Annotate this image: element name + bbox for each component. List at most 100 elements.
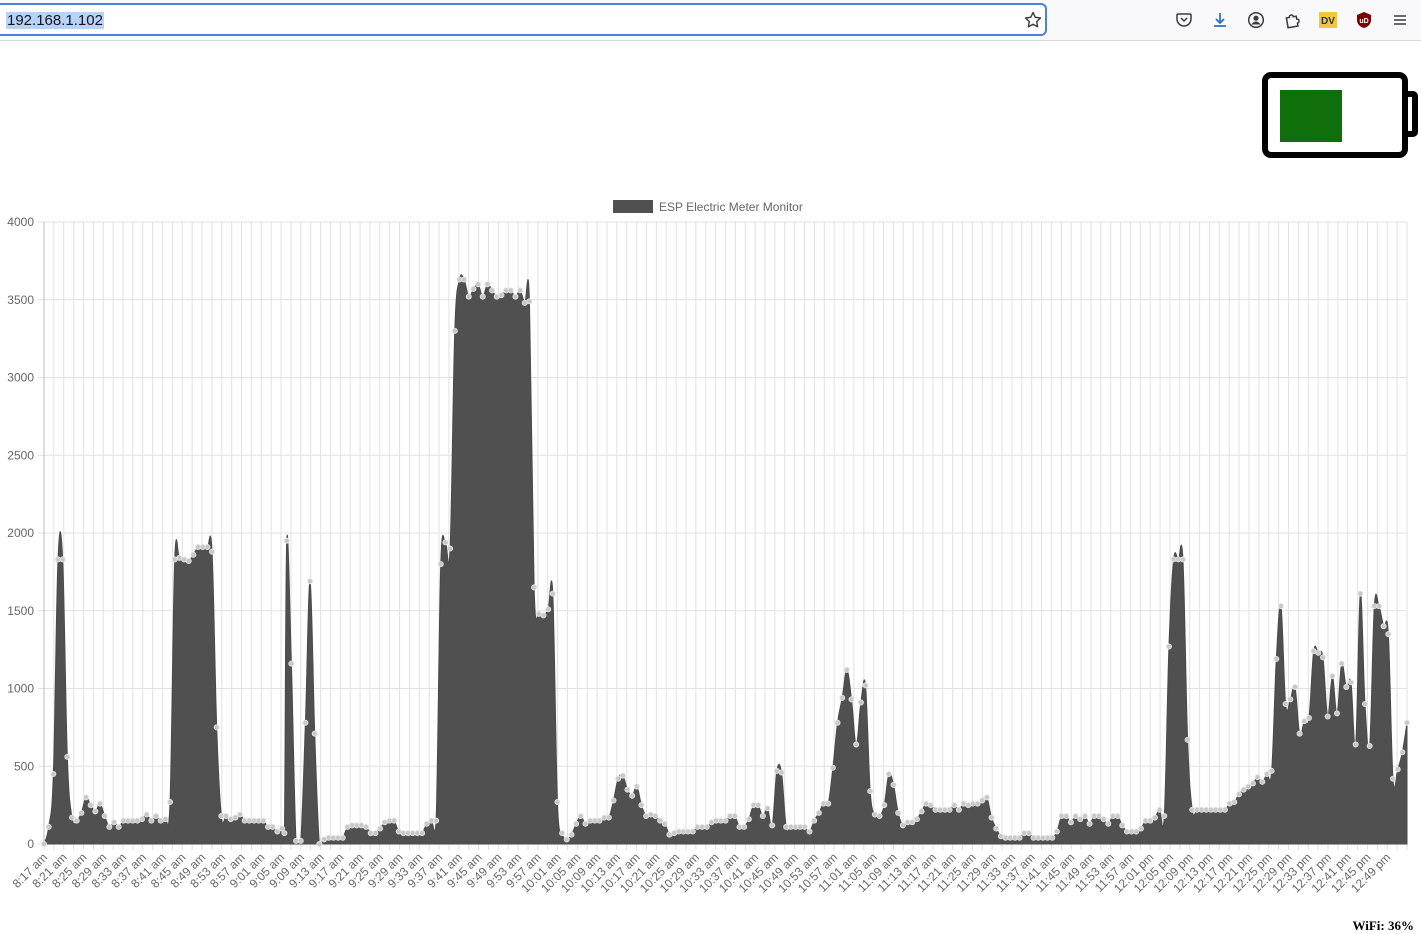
data-point[interactable] [1399, 749, 1406, 756]
data-point[interactable] [540, 612, 547, 619]
legend[interactable]: ESP Electric Meter Monitor [613, 200, 803, 214]
data-point[interactable] [167, 799, 174, 806]
data-point[interactable] [73, 817, 80, 824]
data-point[interactable] [1366, 743, 1373, 750]
data-point[interactable] [657, 817, 664, 824]
data-point[interactable] [377, 825, 384, 832]
data-point[interactable] [1375, 603, 1382, 610]
data-point[interactable] [596, 817, 603, 824]
data-point[interactable] [451, 327, 458, 334]
data-point[interactable] [1086, 820, 1093, 827]
data-point[interactable] [1277, 603, 1284, 610]
data-point[interactable] [610, 797, 617, 804]
ublock-icon[interactable]: uD [1353, 9, 1375, 31]
data-point[interactable] [951, 802, 958, 809]
data-point[interactable] [881, 802, 888, 809]
data-point[interactable] [45, 823, 52, 830]
data-point[interactable] [311, 730, 318, 737]
data-point[interactable] [582, 820, 589, 827]
data-point[interactable] [615, 775, 622, 782]
data-point[interactable] [1301, 718, 1308, 725]
data-point[interactable] [489, 287, 496, 294]
data-point[interactable] [1067, 819, 1074, 826]
data-point[interactable] [759, 813, 766, 820]
data-point[interactable] [1081, 813, 1088, 820]
data-point[interactable] [1254, 774, 1261, 781]
data-point[interactable] [526, 298, 533, 305]
data-point[interactable] [946, 806, 953, 813]
data-point[interactable] [741, 823, 748, 830]
data-point[interactable] [87, 802, 94, 809]
data-point[interactable] [1179, 556, 1186, 563]
data-point[interactable] [993, 825, 1000, 832]
data-point[interactable] [1394, 766, 1401, 773]
data-point[interactable] [279, 825, 286, 832]
data-point[interactable] [559, 830, 566, 837]
data-point[interactable] [1291, 683, 1298, 690]
data-point[interactable] [778, 769, 785, 776]
data-point[interactable] [423, 820, 430, 827]
data-point[interactable] [470, 285, 477, 292]
data-point[interactable] [162, 816, 169, 823]
data-point[interactable] [143, 811, 150, 818]
data-point[interactable] [857, 699, 864, 706]
account-icon[interactable] [1245, 9, 1267, 31]
data-point[interactable] [843, 666, 850, 673]
data-point[interactable] [605, 814, 612, 821]
data-point[interactable] [1305, 715, 1312, 722]
data-point[interactable] [1338, 660, 1345, 667]
data-point[interactable] [913, 816, 920, 823]
data-point[interactable] [848, 696, 855, 703]
data-point[interactable] [274, 828, 281, 835]
data-point[interactable] [1077, 816, 1084, 823]
data-point[interactable] [1263, 771, 1270, 778]
data-point[interactable] [531, 584, 538, 591]
data-point[interactable] [139, 816, 146, 823]
data-point[interactable] [815, 809, 822, 816]
data-point[interactable] [232, 814, 239, 821]
data-point[interactable] [498, 292, 505, 299]
data-point[interactable] [661, 820, 668, 827]
data-point[interactable] [307, 578, 314, 585]
data-point[interactable] [853, 741, 860, 748]
data-point[interactable] [1361, 701, 1368, 708]
data-point[interactable] [101, 813, 108, 820]
data-point[interactable] [624, 786, 631, 793]
data-point[interactable] [1095, 813, 1102, 820]
data-point[interactable] [563, 836, 570, 843]
dv-extension-icon[interactable]: DV [1317, 9, 1339, 31]
data-point[interactable] [447, 545, 454, 552]
data-point[interactable] [1063, 813, 1070, 820]
data-point[interactable] [764, 805, 771, 812]
data-point[interactable] [484, 281, 491, 288]
data-point[interactable] [829, 764, 836, 771]
data-point[interactable] [1147, 817, 1154, 824]
data-point[interactable] [1235, 791, 1242, 798]
data-point[interactable] [78, 809, 85, 816]
data-point[interactable] [722, 817, 729, 824]
data-point[interactable] [703, 823, 710, 830]
data-point[interactable] [825, 800, 832, 807]
data-point[interactable] [283, 537, 290, 544]
data-point[interactable] [1245, 783, 1252, 790]
data-point[interactable] [437, 561, 444, 568]
data-point[interactable] [1119, 822, 1126, 829]
data-point[interactable] [1296, 730, 1303, 737]
data-point[interactable] [517, 287, 524, 294]
data-point[interactable] [339, 834, 346, 841]
data-point[interactable] [890, 781, 897, 788]
menu-icon[interactable] [1389, 9, 1411, 31]
data-point[interactable] [638, 802, 645, 809]
data-point[interactable] [577, 813, 584, 820]
data-point[interactable] [419, 830, 426, 837]
data-point[interactable] [876, 813, 883, 820]
data-point[interactable] [479, 293, 486, 300]
data-point[interactable] [507, 287, 514, 294]
data-point[interactable] [806, 828, 813, 835]
data-point[interactable] [554, 799, 561, 806]
data-point[interactable] [927, 802, 934, 809]
data-point[interactable] [297, 837, 304, 844]
data-point[interactable] [862, 682, 869, 689]
data-point[interactable] [979, 797, 986, 804]
data-point[interactable] [92, 808, 99, 815]
